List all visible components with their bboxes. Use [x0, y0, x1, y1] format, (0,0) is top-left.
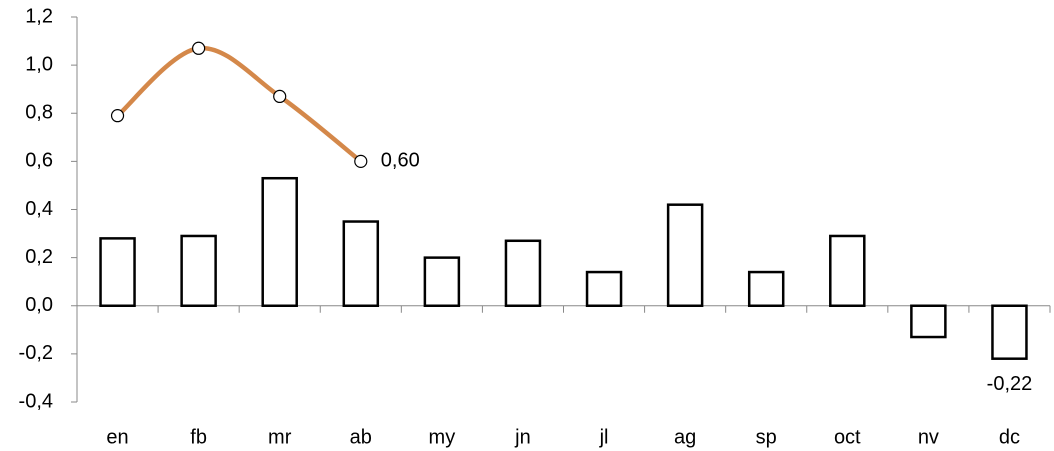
- x-tick-label: mr: [268, 426, 292, 448]
- bar: [666, 203, 704, 307]
- line: [116, 46, 363, 164]
- bar: [991, 304, 1028, 360]
- bar: [747, 270, 785, 307]
- bar: [910, 304, 947, 339]
- bar: [99, 237, 136, 307]
- x-tick-label: nv: [918, 426, 939, 448]
- y-tick-label: 1,0: [25, 53, 53, 75]
- x-tick-label: my: [429, 426, 456, 448]
- y-tick-label: 0,2: [25, 246, 53, 268]
- bar: [180, 234, 217, 307]
- x-tick-label: jn: [514, 426, 531, 448]
- x-tick-label: en: [106, 426, 128, 448]
- y-tick-label: 0,4: [25, 198, 53, 220]
- bar: [585, 270, 623, 307]
- y-tick-label: 0,0: [25, 294, 53, 316]
- y-tick-label: -0,2: [19, 342, 53, 364]
- x-tick-label: oct: [834, 426, 861, 448]
- marker: [354, 154, 368, 168]
- marker: [110, 109, 125, 123]
- y-tick-label: -0,4: [19, 390, 53, 412]
- bar: [423, 256, 461, 307]
- bar: [342, 220, 380, 307]
- x-tick-label: sp: [756, 426, 777, 448]
- bar: [504, 239, 542, 307]
- marker: [192, 41, 206, 55]
- marker: [273, 89, 287, 104]
- x-tick-label: ag: [674, 426, 696, 448]
- data-label: 0,60: [381, 150, 420, 172]
- y-tick-label: 0,6: [25, 150, 53, 172]
- data-label: -0,22: [987, 373, 1033, 395]
- bar: [829, 234, 866, 307]
- x-tick-label: dc: [999, 426, 1020, 448]
- bar: [261, 176, 298, 307]
- x-tick-label: ab: [350, 426, 372, 448]
- x-tick-label: fb: [190, 426, 207, 448]
- x-tick-label: jl: [599, 426, 609, 448]
- y-tick-label: 0,8: [25, 102, 53, 124]
- y-tick-label: 1,2: [25, 5, 53, 27]
